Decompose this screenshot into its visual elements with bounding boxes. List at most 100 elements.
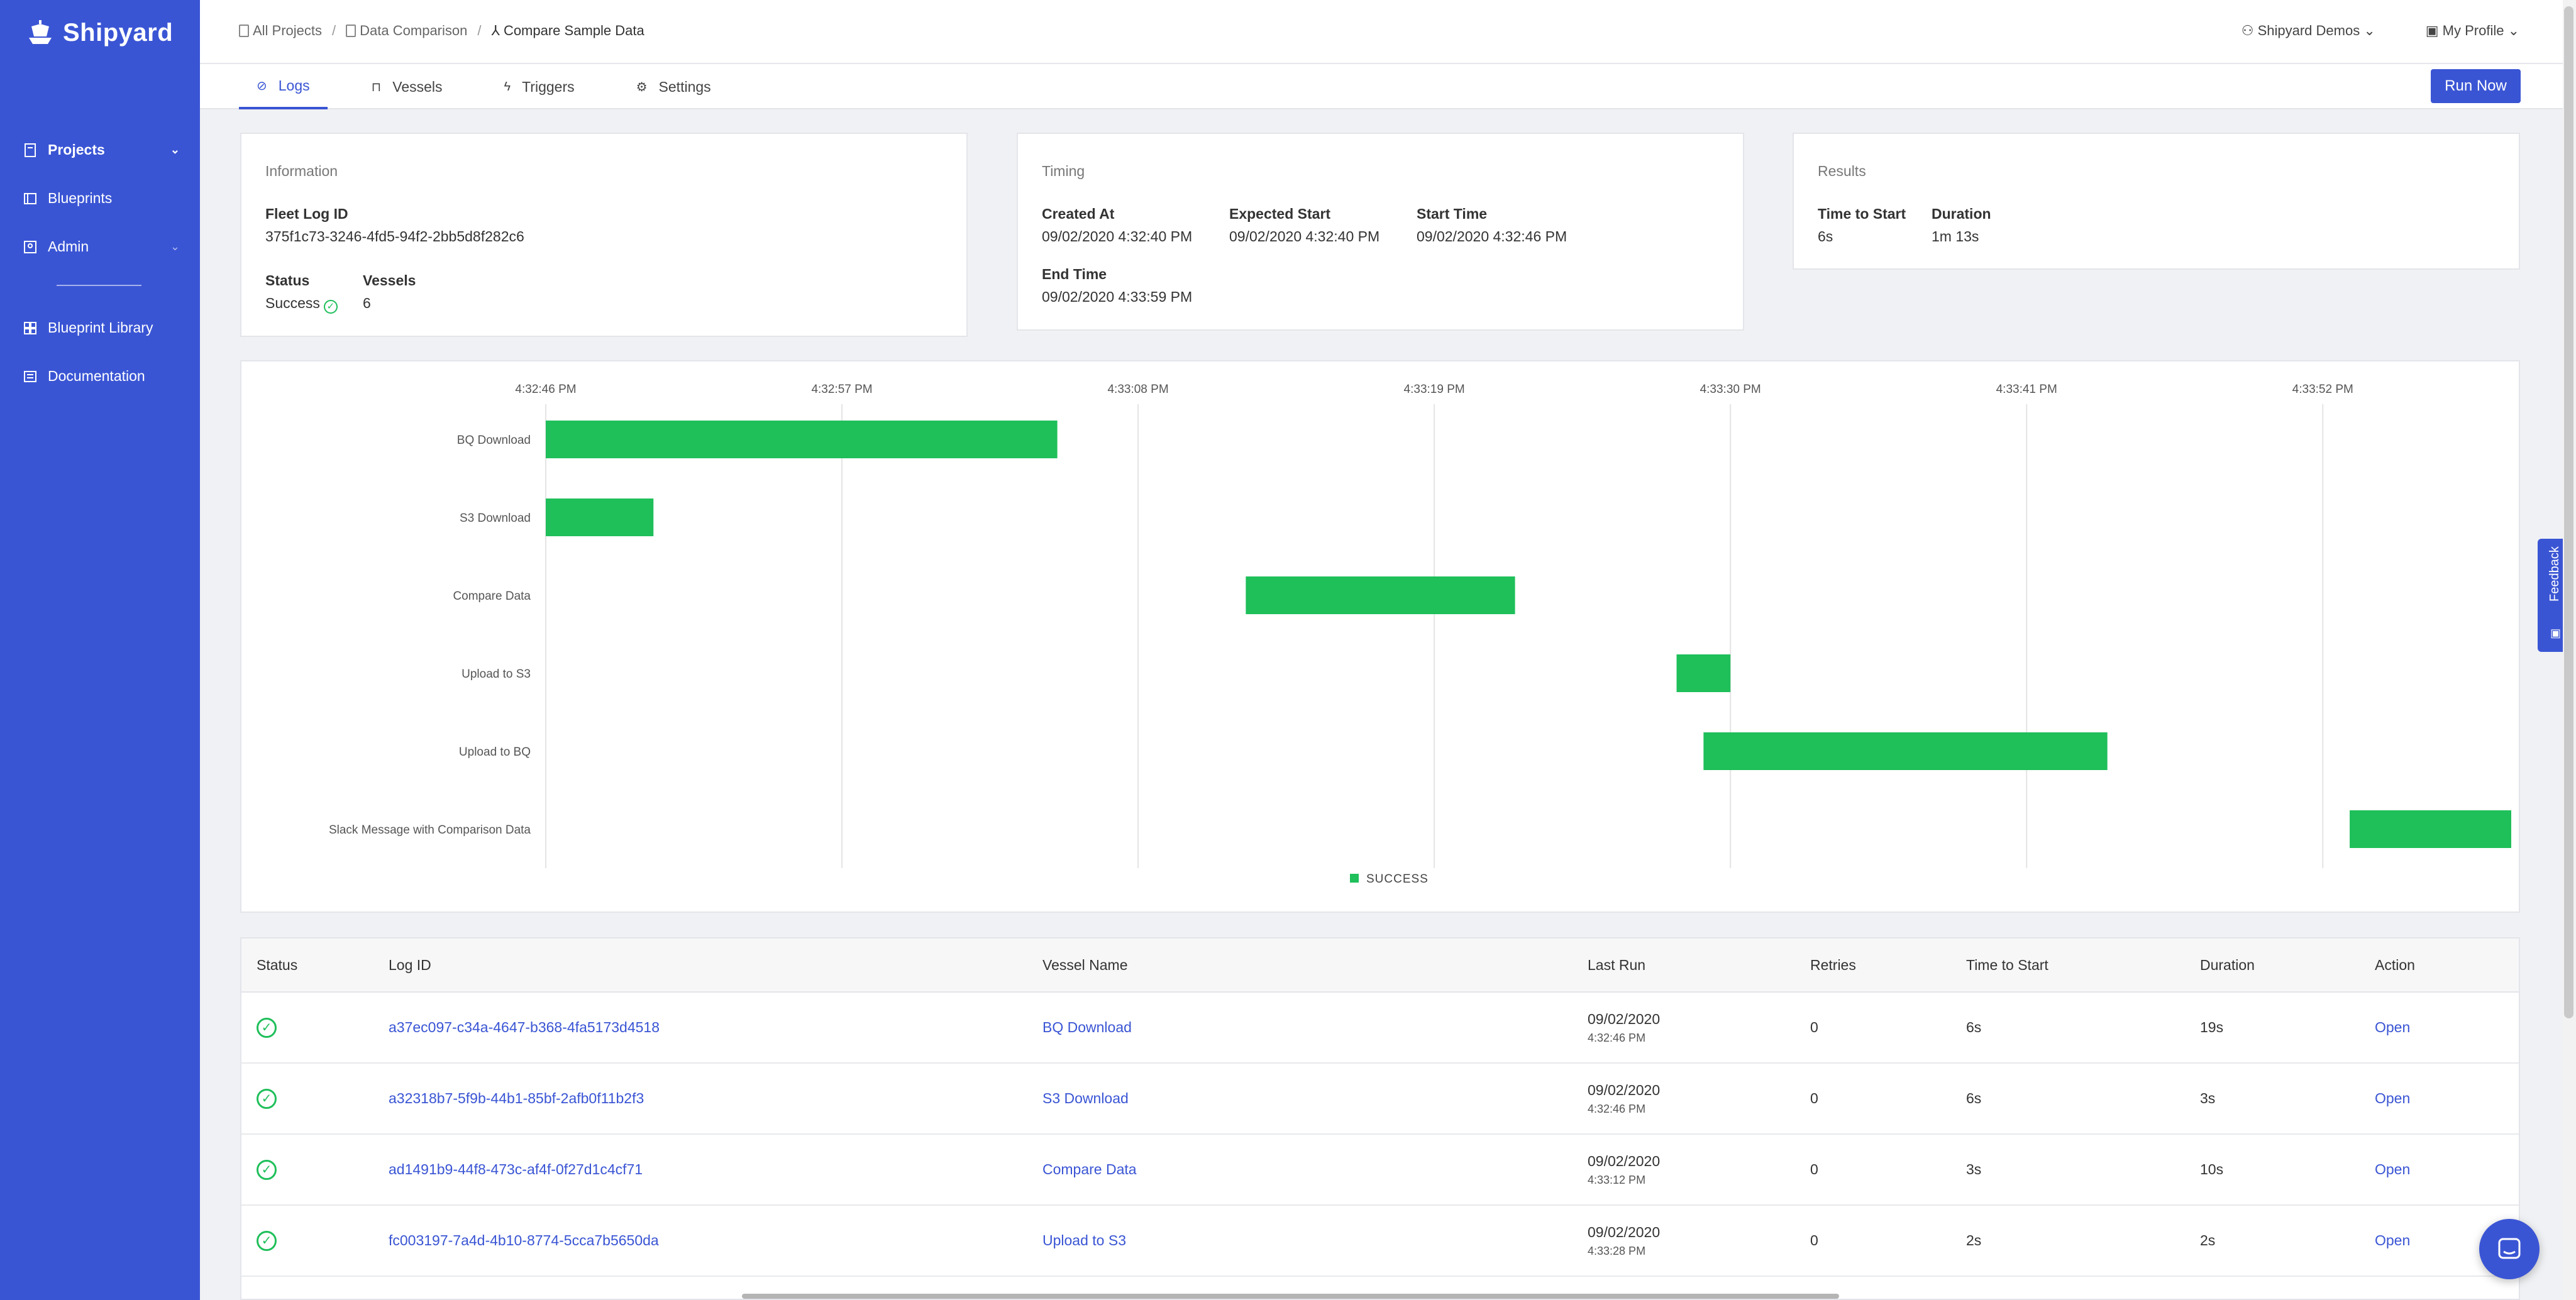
- tab-settings[interactable]: ⚙ Settings: [636, 78, 711, 95]
- doc-icon: [25, 143, 36, 157]
- fleet-log-id: 375f1c73-3246-4fd5-94f2-2bb5d8f282c6: [265, 228, 524, 245]
- fleet-log-id-field: Fleet Log ID 375f1c73-3246-4fd5-94f2-2bb…: [265, 206, 524, 245]
- chevron-down-icon: ⌄: [170, 240, 180, 253]
- sidebar-item-documentation[interactable]: Documentation: [0, 352, 200, 400]
- logo[interactable]: Shipyard: [25, 18, 173, 48]
- open-link[interactable]: Open: [2375, 1019, 2411, 1035]
- created-at-field: Created At 09/02/2020 4:32:40 PM: [1042, 206, 1193, 245]
- sidebar-item-projects[interactable]: Projects ⌄: [0, 126, 200, 174]
- x-tick-label: 4:33:30 PM: [1700, 383, 1761, 396]
- lock-icon: ⊓: [371, 80, 382, 94]
- sidebar-item-label: Projects: [48, 141, 105, 158]
- tab-triggers[interactable]: ϟ Triggers: [504, 78, 575, 95]
- sidebar-item-label: Blueprints: [48, 190, 113, 206]
- breadcrumb-fleet: ⅄ Compare Sample Data: [491, 23, 644, 38]
- fleet-icon: ⅄: [491, 23, 500, 38]
- compass-icon: ⊘: [257, 79, 267, 93]
- log-id-link[interactable]: ad1491b9-44f8-473c-af4f-0f27d1c4cf71: [389, 1161, 643, 1177]
- open-link[interactable]: Open: [2375, 1232, 2411, 1248]
- open-link[interactable]: Open: [2375, 1090, 2411, 1106]
- vessel-name-link[interactable]: Upload to S3: [1042, 1232, 1126, 1248]
- success-check-icon: ✓: [257, 1230, 277, 1251]
- expected-start-field: Expected Start 09/02/2020 4:32:40 PM: [1229, 206, 1380, 245]
- sidebar-item-label: Blueprint Library: [48, 319, 153, 336]
- table-row: ✓ ad1491b9-44f8-473c-af4f-0f27d1c4cf71 C…: [241, 1135, 2519, 1206]
- success-check-icon: ✓: [257, 1017, 277, 1038]
- success-check-icon: ✓: [257, 1088, 277, 1109]
- breadcrumb-project[interactable]: Data Comparison: [346, 23, 467, 39]
- vessel-logs-table: Status Log ID Vessel Name Last Run Retri…: [240, 937, 2520, 1300]
- task-bar: [1703, 732, 2108, 770]
- vertical-scrollbar[interactable]: [2564, 6, 2573, 1018]
- run-now-button[interactable]: Run Now: [2431, 69, 2521, 103]
- profile-icon: ▣: [2425, 23, 2443, 38]
- profile-menu[interactable]: ▣ My Profile ⌄: [2425, 23, 2519, 38]
- log-id-link[interactable]: a32318b7-5f9b-44b1-85bf-2afb0f11b2f3: [389, 1090, 644, 1106]
- chat-button[interactable]: [2479, 1219, 2540, 1279]
- chat-icon: [2498, 1238, 2521, 1259]
- legend-label: SUCCESS: [1366, 873, 1429, 886]
- task-label: BQ Download: [457, 434, 531, 447]
- vessel-name-link[interactable]: Compare Data: [1042, 1161, 1137, 1177]
- header-log-id: Log ID: [389, 956, 431, 973]
- table-header: Status Log ID Vessel Name Last Run Retri…: [241, 939, 2519, 993]
- tab-logs[interactable]: ⊘ Logs: [239, 64, 328, 109]
- duration-field: Duration 1m 13s: [1932, 206, 1991, 245]
- card-title: Timing: [1042, 163, 1085, 179]
- legend-swatch: [1350, 874, 1359, 883]
- task-label: Upload to BQ: [459, 746, 531, 759]
- header-last-run: Last Run: [1588, 956, 1646, 973]
- admin-icon: [24, 240, 36, 253]
- chevron-down-icon: ⌄: [2360, 23, 2375, 38]
- sidebar-item-admin[interactable]: Admin ⌄: [0, 223, 200, 271]
- header-duration: Duration: [2200, 956, 2255, 973]
- timing-card: Timing Created At 09/02/2020 4:32:40 PM …: [1017, 133, 1744, 331]
- time-to-start-field: Time to Start 6s: [1818, 206, 1906, 245]
- gantt-chart: 4:32:46 PM 4:32:57 PM 4:33:08 PM 4:33:19 PM…: [240, 360, 2520, 913]
- chevron-down-icon: ⌄: [2504, 23, 2519, 38]
- task-label: Upload to S3: [462, 668, 531, 681]
- org-switcher[interactable]: ⚇ Shipyard Demos ⌄: [2241, 23, 2375, 38]
- table-row: ✓ a32318b7-5f9b-44b1-85bf-2afb0f11b2f3 S…: [241, 1064, 2519, 1135]
- vessel-name-link[interactable]: S3 Download: [1042, 1090, 1129, 1106]
- library-icon: [24, 321, 36, 334]
- sidebar-item-blueprints[interactable]: Blueprints: [0, 174, 200, 223]
- card-title: Information: [265, 163, 338, 179]
- doc-icon: [239, 25, 249, 37]
- feedback-label: Feedback: [2548, 546, 2562, 602]
- status-value: Success: [265, 295, 320, 311]
- check-circle-icon: ✓: [323, 300, 338, 314]
- vessels-count: 6: [363, 295, 371, 311]
- open-link[interactable]: Open: [2375, 1161, 2411, 1177]
- tab-vessels[interactable]: ⊓ Vessels: [371, 78, 443, 95]
- gantt-svg: 4:32:46 PM 4:32:57 PM 4:33:08 PM 4:33:19 PM…: [329, 383, 2511, 886]
- users-icon: ⚇: [2241, 23, 2258, 38]
- ship-logo-icon: [29, 20, 52, 44]
- header-action: Action: [2375, 956, 2415, 973]
- sidebar: Shipyard Projects ⌄ Blueprints Admin ⌄ B…: [0, 0, 200, 1300]
- horizontal-scrollbar[interactable]: [742, 1294, 1839, 1299]
- x-tick-label: 4:32:46 PM: [515, 383, 576, 396]
- header-status: Status: [257, 956, 298, 973]
- status-field: Status Success ✓: [265, 272, 338, 314]
- table-row: ✓ fc003197-7a4d-4b10-8774-5cca7b5650da U…: [241, 1206, 2519, 1277]
- top-right-menu: ⚇ Shipyard Demos ⌄ ▣ My Profile ⌄: [2242, 23, 2519, 39]
- success-check-icon: ✓: [257, 1159, 277, 1180]
- x-tick-label: 4:33:08 PM: [1107, 383, 1168, 396]
- start-time-field: Start Time 09/02/2020 4:32:46 PM: [1417, 206, 1567, 245]
- log-id-link[interactable]: fc003197-7a4d-4b10-8774-5cca7b5650da: [389, 1232, 659, 1248]
- x-tick-label: 4:33:41 PM: [1996, 383, 2057, 396]
- vessel-name-link[interactable]: BQ Download: [1042, 1019, 1132, 1035]
- task-label: Slack Message with Comparison Data: [329, 824, 531, 837]
- card-title: Results: [1818, 163, 1866, 179]
- tab-bar: ⊘ Logs ⊓ Vessels ϟ Triggers ⚙ Settings Run N…: [200, 64, 2576, 109]
- blueprint-icon: [24, 192, 36, 204]
- x-tick-label: 4:33:19 PM: [1404, 383, 1465, 396]
- sidebar-item-blueprint-library[interactable]: Blueprint Library: [0, 304, 200, 352]
- breadcrumb-separator: /: [477, 23, 482, 38]
- sidebar-item-label: Documentation: [48, 368, 145, 384]
- breadcrumb-all-projects[interactable]: All Projects: [239, 23, 322, 39]
- header-retries: Retries: [1810, 956, 1856, 973]
- app-name: Shipyard: [63, 18, 174, 47]
- log-id-link[interactable]: a37ec097-c34a-4647-b368-4fa5173d4518: [389, 1019, 660, 1035]
